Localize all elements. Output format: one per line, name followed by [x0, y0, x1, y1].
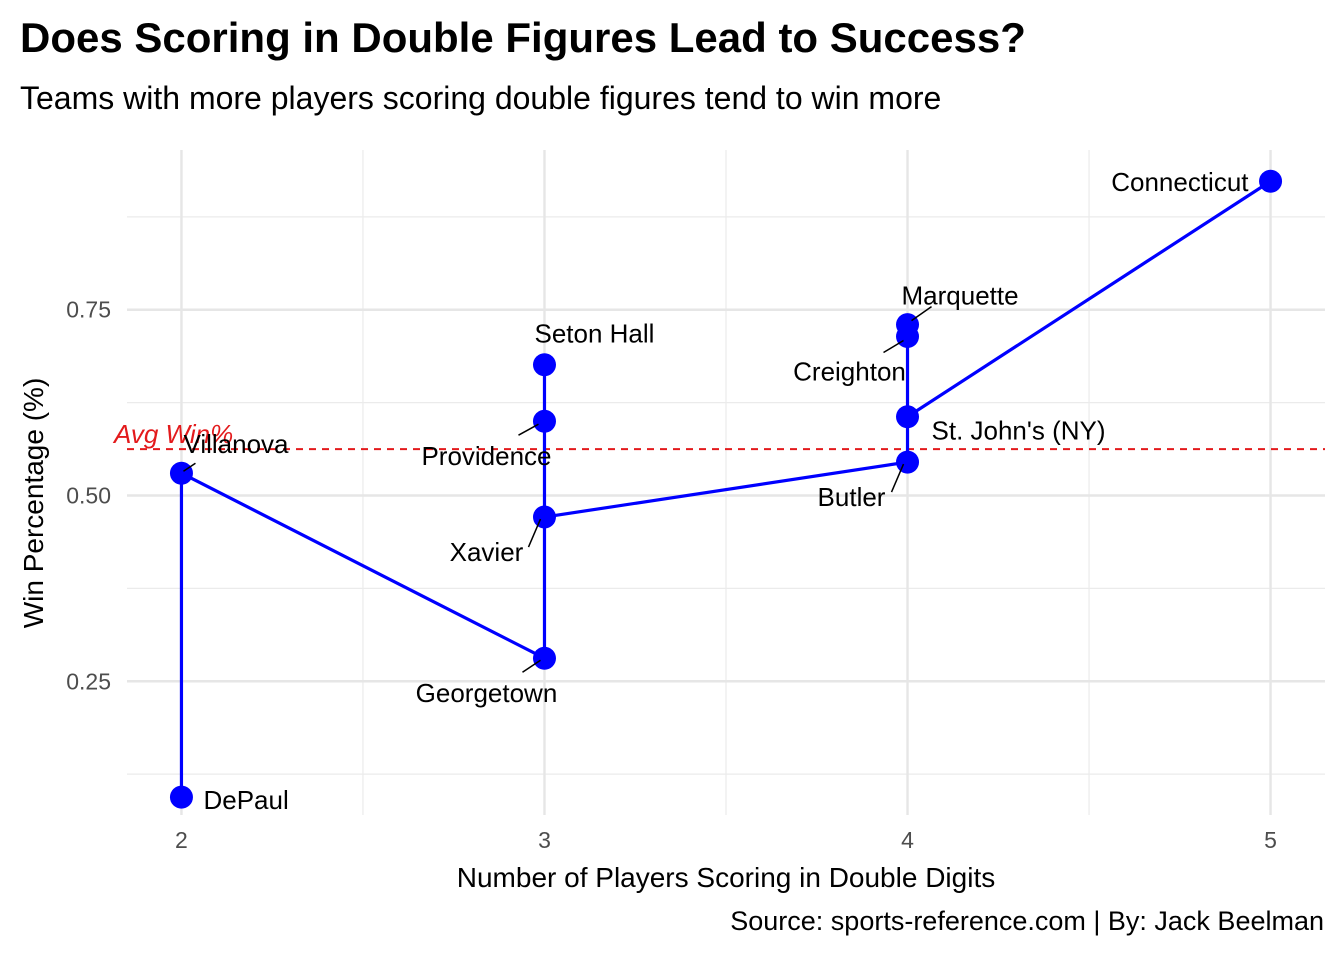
x-tick-label: 2 [175, 827, 188, 853]
point-label: Providence [421, 441, 551, 471]
label-leader-line [911, 305, 932, 322]
y-axis-title: Win Percentage (%) [18, 378, 49, 629]
point-label: Creighton [793, 356, 906, 386]
point-label: St. John's (NY) [932, 416, 1106, 446]
data-point [1259, 169, 1283, 193]
reference-line-group: Avg Win% [112, 419, 1325, 451]
data-point [532, 409, 556, 433]
axis-tick-labels: 2 3 4 5 0.25 0.50 0.75 [66, 297, 1277, 853]
point-label: Marquette [902, 281, 1019, 311]
label-leader-line [890, 463, 905, 493]
x-tick-label: 3 [538, 827, 551, 853]
data-point [169, 785, 193, 809]
label-leader-line [183, 462, 196, 472]
x-tick-label: 5 [1264, 827, 1277, 853]
data-point [169, 461, 193, 485]
point-label: Villanova [183, 429, 289, 459]
y-tick-label: 0.50 [66, 483, 111, 509]
chart-caption: Source: sports-reference.com | By: Jack … [730, 906, 1324, 936]
grid-lines [127, 150, 1325, 815]
x-tick-label: 4 [901, 827, 914, 853]
point-label: Connecticut [1111, 167, 1249, 197]
point-label: Georgetown [416, 678, 558, 708]
y-tick-label: 0.75 [66, 297, 111, 323]
label-leader-line [883, 339, 904, 354]
point-labels: DePaul Villanova Georgetown Xavier Providenc… [183, 167, 1249, 815]
data-point [896, 405, 920, 429]
label-leader-line [527, 518, 542, 548]
data-point [896, 450, 920, 474]
chart-subtitle: Teams with more players scoring double f… [20, 80, 942, 116]
data-point [532, 646, 556, 670]
data-points [169, 169, 1283, 809]
point-label: DePaul [203, 785, 288, 815]
chart-title: Does Scoring in Double Figures Lead to S… [20, 14, 1026, 61]
y-tick-label: 0.25 [66, 668, 111, 694]
x-axis-title: Number of Players Scoring in Double Digi… [457, 862, 995, 893]
label-leader-line [522, 659, 541, 673]
label-leader-line [518, 423, 539, 436]
avg-win-reference-label: Avg Win% [112, 419, 233, 449]
data-point [532, 353, 556, 377]
data-point [532, 505, 556, 529]
point-label: Seton Hall [534, 319, 654, 349]
point-label: Butler [818, 482, 886, 512]
point-label: Xavier [450, 537, 524, 567]
data-point [896, 313, 920, 337]
